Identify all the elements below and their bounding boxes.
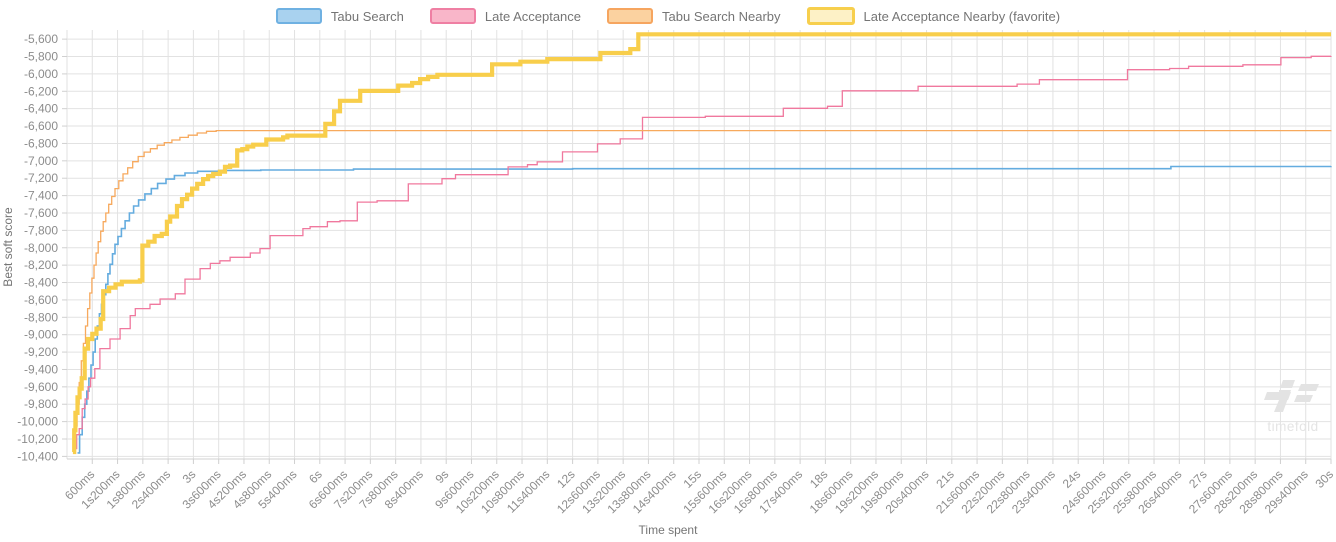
y-tick-label: -6,000 (24, 67, 58, 81)
legend-item-late-acceptance[interactable]: Late Acceptance (429, 8, 582, 24)
y-axis-title: Best soft score (1, 207, 15, 287)
y-tick-label: -5,800 (24, 50, 58, 64)
y-tick-label: -8,000 (24, 241, 58, 255)
legend-label: Tabu Search (330, 8, 404, 24)
legend-item-tabu-search-nearby[interactable]: Tabu Search Nearby (607, 8, 781, 24)
y-tick-label: -7,800 (24, 223, 58, 237)
y-tick-label: -10,000 (17, 415, 58, 429)
y-tick-label: -8,800 (24, 310, 58, 324)
y-tick-label: -9,600 (24, 380, 58, 394)
y-tick-label: -9,000 (24, 328, 58, 342)
series-line-late-acceptance-nearby-favorite (72, 32, 1331, 455)
axis-ticks (62, 38, 1332, 464)
chart-legend: Tabu Search Late Acceptance Tabu Search Ne… (0, 7, 1336, 25)
y-tick-label: -7,400 (24, 189, 58, 203)
legend-item-late-acceptance-nearby-favorite[interactable]: Late Acceptance Nearby (favorite) (806, 7, 1061, 25)
x-axis-title: Time spent (638, 523, 698, 537)
y-tick-label: -6,800 (24, 136, 58, 150)
y-tick-label: -6,600 (24, 119, 58, 133)
axis-tick-labels: -5,600 -5,800 -6,000 -6,200 -6,400 -6,600 -6,8… (17, 32, 1336, 516)
x-tick-label: 9s (432, 467, 451, 486)
y-tick-label: -8,200 (24, 258, 58, 272)
y-tick-label: -6,400 (24, 102, 58, 116)
y-tick-label: -7,200 (24, 171, 58, 185)
y-tick-label: -7,600 (24, 206, 58, 220)
legend-swatch-tabu-search-nearby (607, 8, 654, 24)
watermark: timefold (1258, 378, 1328, 434)
y-tick-label: -10,400 (17, 449, 58, 463)
y-tick-label: -10,200 (17, 432, 58, 446)
y-tick-label: -5,600 (24, 32, 58, 46)
x-tick-label: 6s (306, 467, 325, 486)
legend-item-tabu-search[interactable]: Tabu Search (275, 8, 404, 24)
watermark-text: timefold (1267, 419, 1319, 434)
gridlines (66, 30, 1332, 459)
series-line-tabu-search (77, 165, 1332, 454)
y-tick-label: -9,800 (24, 397, 58, 411)
legend-label: Late Acceptance (484, 8, 582, 24)
legend-swatch-late-acceptance-nearby-favorite (806, 7, 855, 25)
series-line-late-acceptance (74, 55, 1332, 450)
y-tick-label: -6,200 (24, 84, 58, 98)
y-tick-label: -8,400 (24, 276, 58, 290)
legend-label: Tabu Search Nearby (662, 8, 781, 24)
y-tick-label: -9,200 (24, 345, 58, 359)
legend-swatch-tabu-search (275, 8, 322, 24)
legend-swatch-late-acceptance (429, 8, 476, 24)
x-tick-label: 30s (1313, 467, 1336, 491)
y-tick-label: -9,400 (24, 362, 58, 376)
timefold-logo-icon (1264, 380, 1319, 412)
legend-label: Late Acceptance Nearby (favorite) (863, 8, 1061, 24)
y-tick-label: -8,600 (24, 293, 58, 307)
x-tick-label: 3s (180, 467, 199, 486)
y-tick-label: -7,000 (24, 154, 58, 168)
series-line-tabu-search-nearby (72, 129, 1332, 452)
